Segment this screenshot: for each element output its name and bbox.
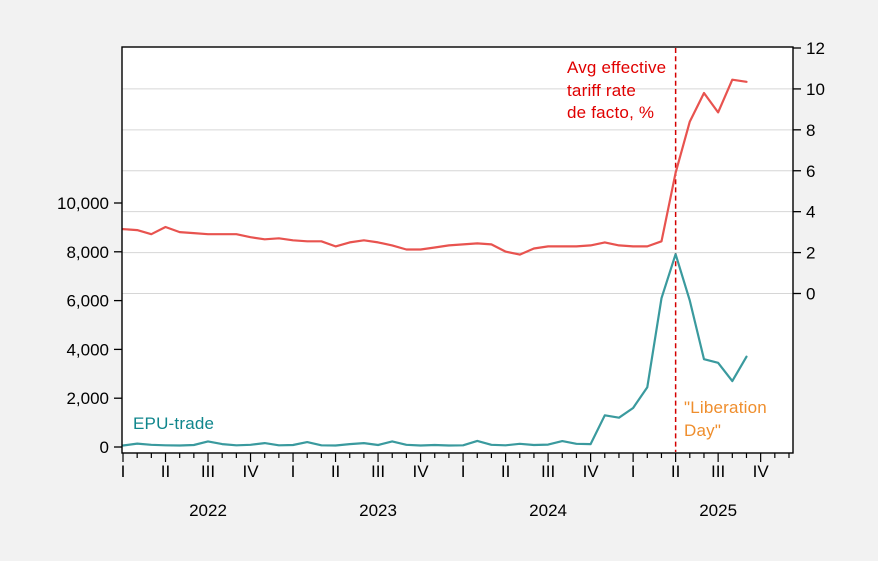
x-axis-quarter-label: I (291, 462, 296, 481)
epu-trade-series-label: EPU-trade (133, 413, 214, 436)
plot-border (121, 46, 794, 454)
left-axis-label: 4,000 (66, 340, 109, 359)
liberation-annotation-line1: "Liberation (684, 398, 767, 417)
x-axis-quarter-label: IV (413, 462, 430, 481)
tariff-annotation-line3: de facto, % (567, 103, 655, 122)
x-axis-quarter-label: IV (753, 462, 770, 481)
tariff-annotation-line1: Avg effective (567, 58, 667, 77)
x-axis-quarter-label: II (501, 462, 510, 481)
tariff-annotation-line2: tariff rate (567, 80, 636, 100)
left-axis-label: 8,000 (66, 243, 109, 262)
right-axis-label: 10 (806, 80, 825, 99)
x-axis-quarter-label: I (461, 462, 466, 481)
plot-area (122, 47, 793, 453)
x-axis-quarter-label: II (161, 462, 170, 481)
x-axis-quarter-label: III (711, 462, 725, 481)
x-axis-year-label: 2022 (189, 501, 227, 520)
x-axis-quarter-label: IV (242, 462, 259, 481)
right-axis-label: 4 (806, 203, 815, 222)
x-axis-quarter-label: I (631, 462, 636, 481)
liberation-annotation-line2: Day" (684, 420, 722, 440)
x-axis-quarter-label: IV (583, 462, 600, 481)
tariff-rate-annotation: Avg effective tariff rate de facto, % (567, 57, 666, 125)
x-axis-year-label: 2024 (529, 501, 567, 520)
right-axis-label: 12 (806, 39, 825, 58)
epu-trade-line (121, 253, 748, 447)
left-axis-label: 10,000 (57, 194, 109, 213)
right-axis-label: 6 (806, 162, 815, 181)
x-axis-year-label: 2023 (359, 501, 397, 520)
x-axis-quarter-label: III (371, 462, 385, 481)
x-axis-year-label: 2025 (699, 501, 737, 520)
left-axis-label: 0 (100, 438, 109, 457)
liberation-day-annotation: "Liberation Day" (684, 397, 767, 442)
right-axis-label: 8 (806, 121, 815, 140)
x-axis-quarter-label: II (671, 462, 680, 481)
x-axis-quarter-label: III (541, 462, 555, 481)
right-axis-label: 0 (806, 285, 815, 304)
epu-trade-label-text: EPU-trade (133, 414, 215, 433)
tariff-rate-line (121, 78, 748, 256)
x-axis-quarter-label: I (121, 462, 126, 481)
right-axis-label: 2 (806, 244, 815, 263)
left-axis-label: 2,000 (66, 389, 109, 408)
x-axis-quarter-label: II (331, 462, 340, 481)
left-axis-label: 6,000 (66, 292, 109, 311)
x-axis-quarter-label: III (201, 462, 215, 481)
